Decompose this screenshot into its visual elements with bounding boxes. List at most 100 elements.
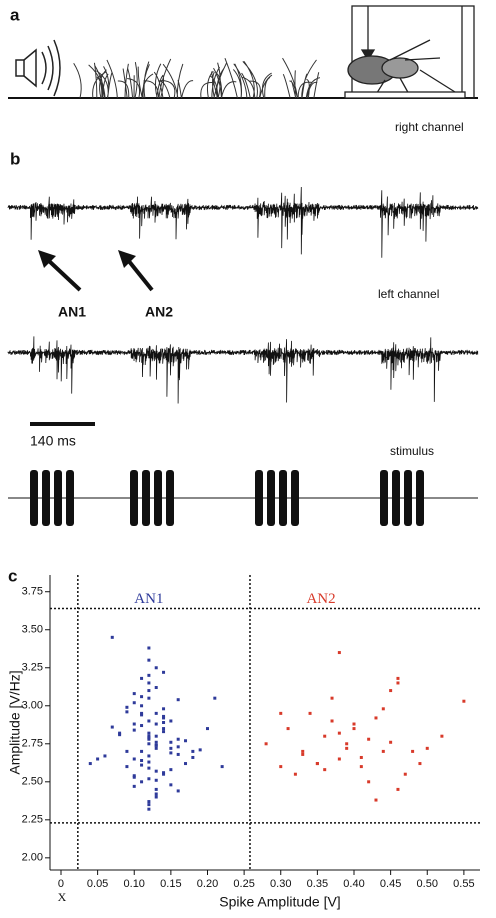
point [411, 749, 415, 753]
point [154, 792, 158, 796]
point [176, 745, 180, 749]
point [110, 725, 114, 729]
arrow [38, 250, 154, 292]
point [162, 721, 166, 724]
point [147, 736, 151, 740]
x-tick-label: 0.20 [197, 878, 218, 890]
y-tick-label: 2.50 [22, 776, 43, 788]
point [169, 746, 173, 750]
point [154, 711, 158, 715]
x-tick-label: 0.25 [233, 878, 254, 890]
point [88, 762, 92, 766]
point [147, 681, 151, 685]
stimulus-pulse [416, 470, 424, 526]
scale-label: 140 ms [30, 433, 76, 449]
point [118, 733, 122, 737]
point [147, 803, 151, 807]
grass-blade [73, 62, 113, 99]
point [140, 711, 144, 715]
point [162, 771, 166, 775]
point [374, 716, 378, 720]
point [279, 765, 283, 769]
point [147, 689, 151, 693]
grass-blade [224, 58, 273, 99]
point [169, 740, 173, 744]
x-tick-label: 0.15 [160, 878, 181, 890]
speaker [15, 39, 61, 97]
point [147, 646, 151, 650]
point [162, 730, 166, 734]
y-axis-title: Amplitude [V/Hz] [7, 670, 23, 774]
point [169, 783, 173, 787]
y-tick-label: 2.75 [22, 738, 43, 750]
point [374, 798, 378, 802]
point [147, 754, 151, 758]
stimulus-pulse [42, 470, 50, 526]
point [198, 748, 202, 752]
point [118, 731, 122, 735]
point [125, 749, 129, 753]
point [162, 714, 166, 718]
y-tick-label: 2.25 [22, 814, 43, 826]
point [162, 727, 166, 731]
point [140, 749, 144, 753]
point [103, 754, 107, 758]
y-tick-label: 3.25 [22, 662, 43, 674]
point [140, 759, 144, 763]
point [462, 699, 466, 703]
point [154, 787, 158, 791]
channel-label: right channel [395, 120, 464, 134]
point [337, 757, 341, 761]
point [184, 762, 188, 766]
point [140, 704, 144, 708]
point [352, 727, 356, 731]
x-tick-label: 0.50 [417, 878, 438, 890]
trace [7, 336, 479, 404]
point [337, 651, 341, 655]
stimulus-pulse [267, 470, 275, 526]
x-tick-label: 0.35 [307, 878, 328, 890]
point [147, 673, 151, 677]
point [154, 734, 158, 738]
point [184, 739, 188, 743]
x-tick-label: 0.45 [380, 878, 401, 890]
point [367, 737, 371, 741]
grass-blade [282, 57, 321, 99]
stimulus-pulse [380, 470, 388, 526]
x-note: X [58, 890, 67, 904]
y-tick-label: 2.00 [22, 852, 43, 864]
stimulus-label: stimulus [390, 444, 434, 458]
series-label: AN2 [306, 591, 335, 607]
point [176, 698, 180, 702]
stimulus-pulse [54, 470, 62, 526]
point [191, 749, 195, 753]
y-tick-label: 3.00 [22, 700, 43, 712]
point [352, 722, 356, 726]
point [367, 780, 371, 784]
point [147, 658, 151, 662]
point [440, 734, 444, 738]
stimulus-pulse [130, 470, 138, 526]
point [96, 757, 100, 761]
point [403, 772, 407, 776]
x-tick-label: 0 [58, 878, 64, 890]
point [154, 769, 158, 773]
point [359, 765, 363, 769]
point [154, 666, 158, 670]
scatter-chart: 2.00 2.25 2.50 2.75 3.00 3.25 3.50 3.75 0 0.05 0.1… [7, 575, 480, 910]
cricket-box [344, 5, 475, 99]
x-axis-title: Spike Amplitude [V] [219, 894, 340, 910]
point [140, 780, 144, 784]
y-tick-label: 3.50 [22, 624, 43, 636]
point [176, 789, 180, 793]
stimulus-pulse [404, 470, 412, 526]
point [140, 724, 144, 728]
point [279, 711, 283, 715]
point [147, 734, 151, 738]
point [154, 795, 158, 799]
stimulus-pulse [279, 470, 287, 526]
grass-blade [143, 58, 194, 99]
point [125, 765, 129, 769]
x-tick-label: 0.05 [87, 878, 108, 890]
stimulus-pulse [166, 470, 174, 526]
